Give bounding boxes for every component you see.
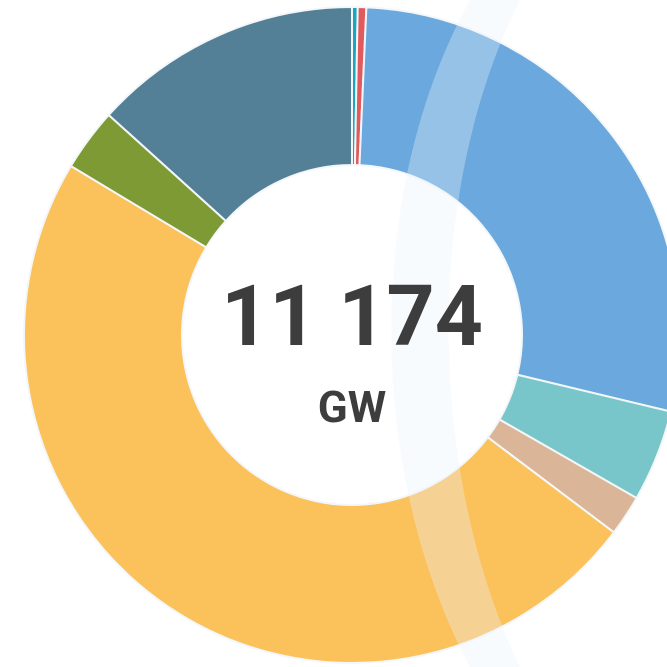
center-unit: GW bbox=[318, 381, 387, 433]
slice bbox=[107, 5, 353, 223]
slice bbox=[358, 6, 667, 412]
center-value: 11 174 bbox=[221, 267, 483, 366]
slice bbox=[23, 164, 616, 664]
slices bbox=[23, 5, 667, 664]
background-glare bbox=[391, 0, 520, 667]
